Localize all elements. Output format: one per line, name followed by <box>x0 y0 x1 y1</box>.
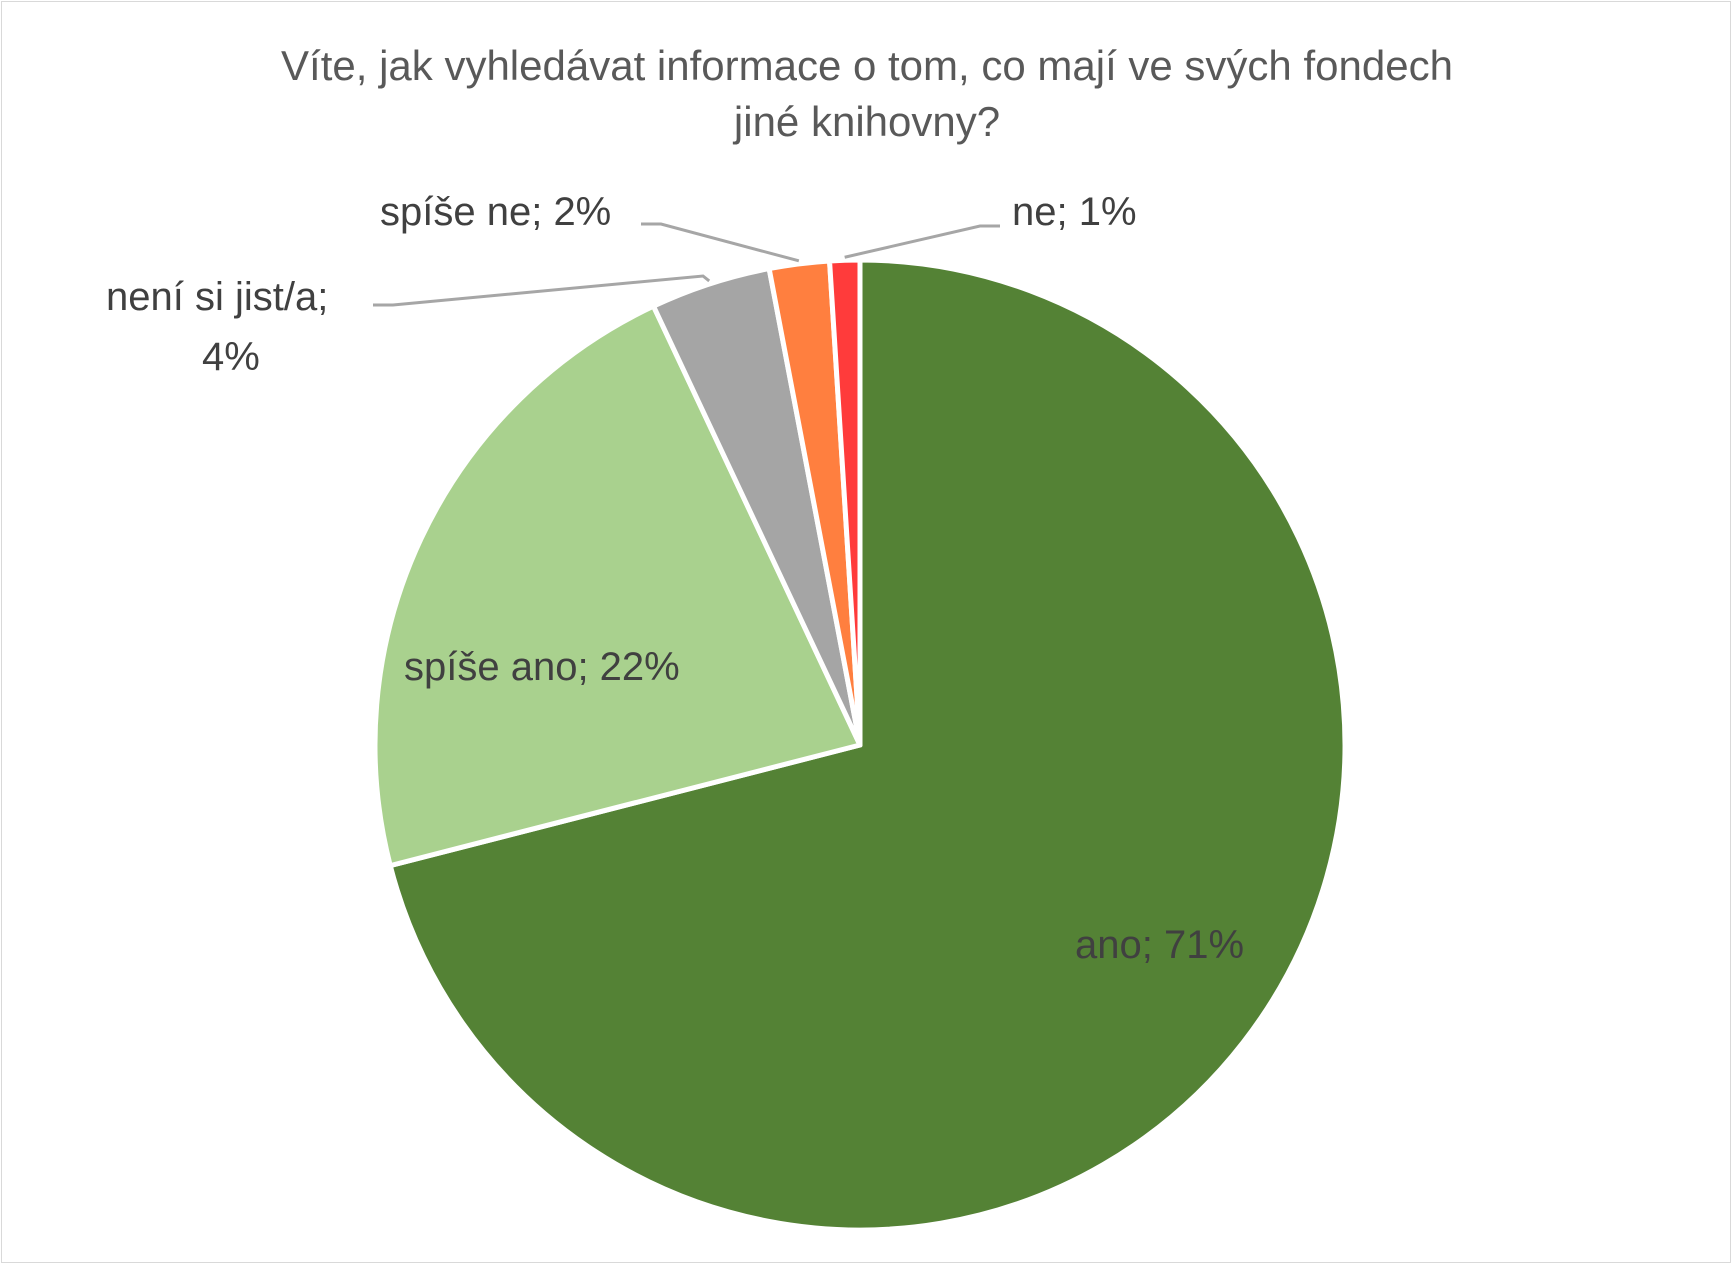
pie-slices <box>372 257 1348 1233</box>
leader-lines <box>373 222 1000 307</box>
data-label-ano: ano; 71% <box>1075 923 1244 967</box>
data-label-ne: ne; 1% <box>1012 190 1137 234</box>
chart-title: Víte, jak vyhledávat informace o tom, co… <box>281 42 1453 145</box>
leader-line-ne <box>844 224 1000 259</box>
pie-slice-spise-ano <box>372 303 863 869</box>
data-label-neni-si-jist: není si jist/a; <box>106 275 328 319</box>
data-label-spise-ano: spíše ano; 22% <box>404 645 680 689</box>
leader-line-spise-ne <box>641 222 800 263</box>
pie-slice-ano <box>387 257 1348 1233</box>
data-label-spise-ne: spíše ne; 2% <box>380 190 611 234</box>
leader-line-neni-si-jist <box>373 274 711 307</box>
data-label-neni-si-jist-line2: 4% <box>202 335 260 379</box>
pie-slice-ne <box>827 257 863 748</box>
